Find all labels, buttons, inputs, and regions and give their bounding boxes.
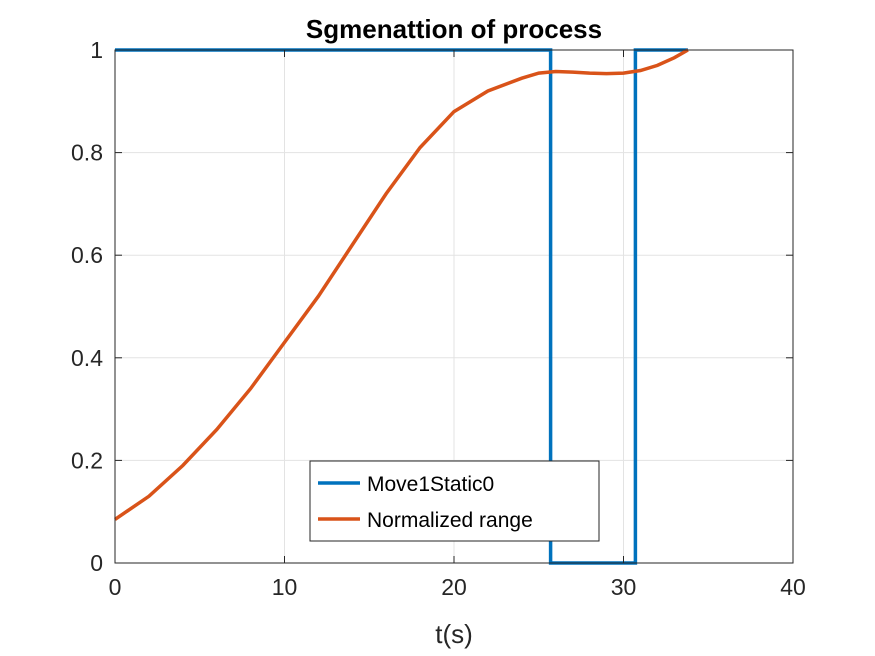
x-axis-label: t(s) xyxy=(435,619,473,649)
x-tick-label: 20 xyxy=(441,574,467,600)
y-tick-label: 0.2 xyxy=(71,447,103,473)
y-tick-label: 1 xyxy=(90,37,103,63)
legend-box xyxy=(309,460,600,542)
chart-title: Sgmenattion of process xyxy=(306,14,602,44)
y-tick-label: 0.8 xyxy=(71,140,103,166)
y-tick-label: 0 xyxy=(90,550,103,576)
x-tick-label: 10 xyxy=(272,574,298,600)
ticks: 0 10 20 30 40 0 0.2 0.4 0.6 0.8 1 xyxy=(71,37,806,600)
legend-entry-2: Normalized range xyxy=(367,509,533,532)
x-tick-label: 40 xyxy=(780,574,806,600)
legend: Move1Static0 Normalized range xyxy=(309,460,600,542)
x-tick-label: 0 xyxy=(109,574,122,600)
series-line-2 xyxy=(114,48,689,521)
y-tick-label: 0.6 xyxy=(71,242,103,268)
y-tick-label: 0.4 xyxy=(71,345,103,371)
x-tick-label: 30 xyxy=(611,574,637,600)
legend-entry-1: Move1Static0 xyxy=(367,473,494,496)
